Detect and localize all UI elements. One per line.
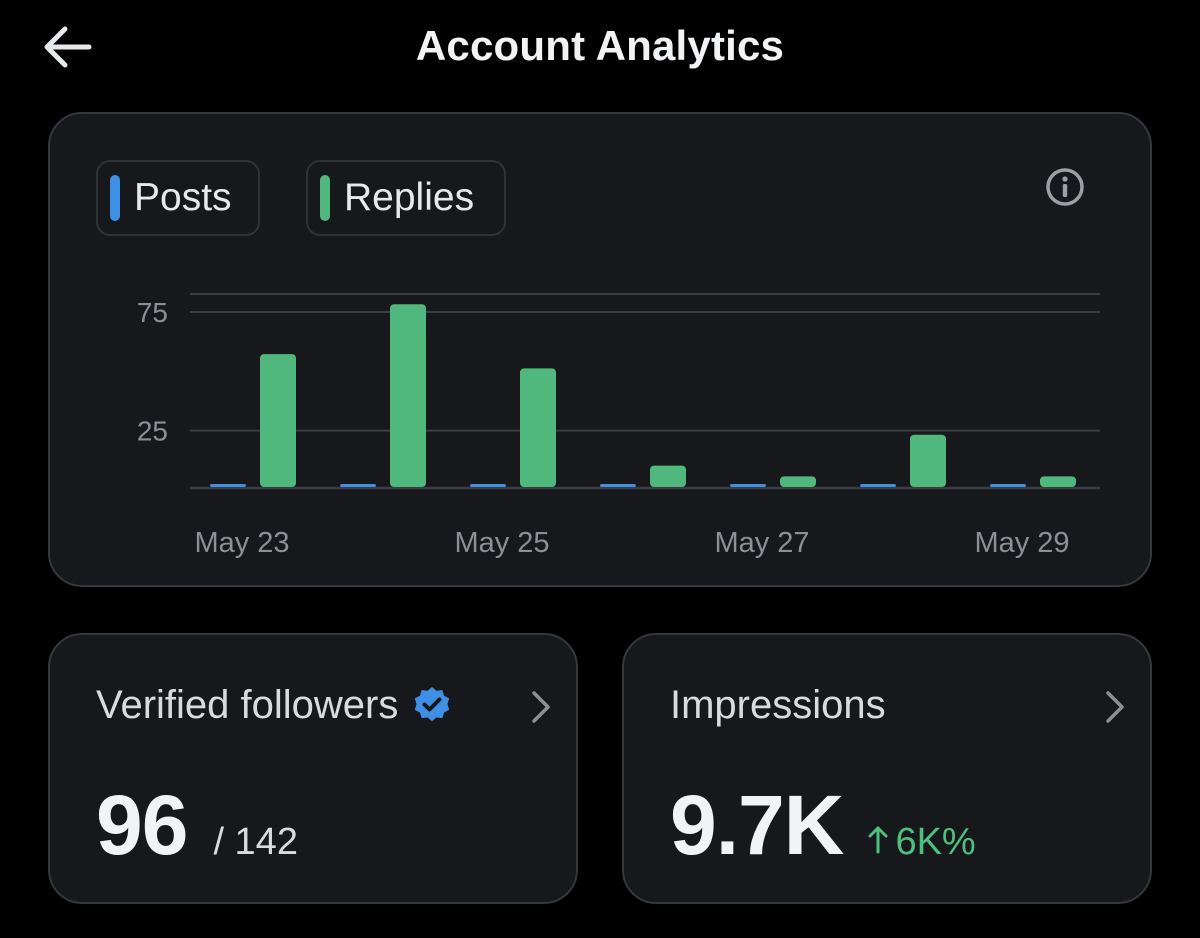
verified-badge-icon	[415, 687, 450, 722]
x-tick-label: May 23	[194, 527, 289, 559]
back-button[interactable]	[38, 22, 96, 72]
bar-posts[interactable]	[470, 484, 506, 487]
bar-chart: 25 75 May 23 May 25 May 27 May 29	[137, 293, 1100, 559]
y-tick-label: 25	[137, 416, 168, 447]
verified-followers-card[interactable]: Verified followers 96 / 142	[48, 633, 578, 904]
activity-chart-card: Posts Replies 25 75 May 23 May 25 May 27 May …	[48, 112, 1152, 587]
bar-replies[interactable]	[1040, 476, 1076, 487]
impressions-label: Impressions	[670, 682, 886, 727]
bar-posts[interactable]	[990, 484, 1026, 487]
chevron-right-icon	[1106, 691, 1124, 723]
bar-posts[interactable]	[600, 484, 636, 487]
x-tick-label: May 27	[714, 527, 809, 559]
verified-followers-label: Verified followers	[96, 682, 399, 727]
info-icon[interactable]	[1044, 166, 1086, 208]
legend-replies-label: Replies	[344, 176, 475, 219]
bar-replies[interactable]	[910, 434, 946, 487]
bar-replies[interactable]	[780, 476, 816, 487]
bar-posts[interactable]	[730, 484, 766, 487]
bar-posts[interactable]	[860, 484, 896, 487]
legend-posts[interactable]: Posts	[96, 160, 260, 236]
header: Account Analytics	[0, 0, 1200, 95]
x-tick-label: May 29	[974, 527, 1069, 559]
legend-posts-label: Posts	[134, 176, 232, 219]
impressions-count: 9.7K	[670, 778, 844, 872]
impressions-change-value: 6K%	[895, 821, 976, 863]
page-title: Account Analytics	[415, 22, 785, 69]
bar-replies[interactable]	[390, 304, 426, 487]
y-tick-label: 75	[137, 297, 168, 328]
x-tick-label: May 25	[454, 527, 549, 559]
arrow-left-icon	[44, 26, 92, 68]
bar-replies[interactable]	[260, 354, 296, 487]
verified-followers-count: 96	[96, 778, 188, 872]
arrow-up-icon	[868, 826, 888, 854]
followers-total: / 142	[213, 821, 298, 863]
impressions-card[interactable]: Impressions 9.7K 6K%	[622, 633, 1152, 904]
replies-swatch	[320, 175, 330, 221]
bar-posts[interactable]	[210, 484, 246, 487]
posts-swatch	[110, 175, 120, 221]
bar-posts[interactable]	[340, 484, 376, 487]
legend-replies[interactable]: Replies	[306, 160, 506, 236]
chevron-right-icon	[532, 691, 550, 723]
bar-replies[interactable]	[650, 465, 686, 487]
bar-replies[interactable]	[520, 368, 556, 487]
impressions-change: 6K%	[867, 821, 976, 864]
